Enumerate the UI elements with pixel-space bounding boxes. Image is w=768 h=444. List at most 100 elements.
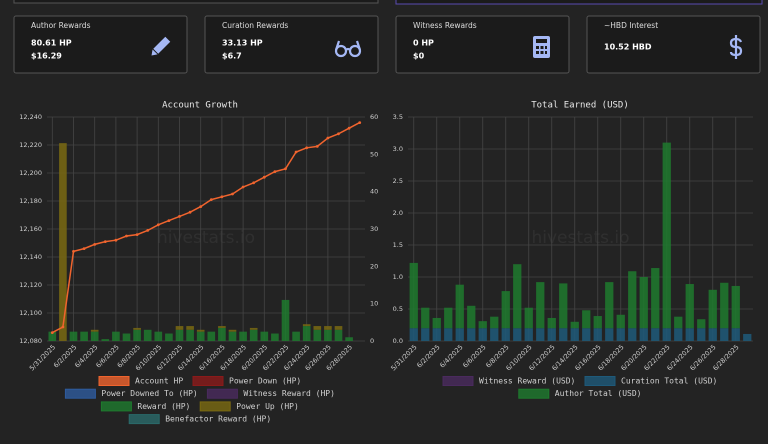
point (209, 198, 213, 202)
bar (708, 289, 717, 329)
bar (651, 268, 660, 329)
bar (513, 264, 522, 329)
bar (674, 328, 683, 341)
bar (345, 337, 353, 341)
pencil-icon (151, 36, 171, 56)
bar (218, 327, 226, 341)
bar (685, 284, 694, 329)
point (146, 229, 150, 232)
legend-label: Author Total (USD) (555, 389, 642, 398)
bar (228, 331, 237, 341)
point (61, 325, 65, 329)
bar (685, 328, 694, 341)
legend-label: Power Up (HP) (236, 402, 299, 411)
point (315, 145, 319, 148)
card-title: Witness Rewards (413, 21, 477, 30)
bar (260, 331, 269, 341)
card-value: $16.29 (31, 52, 62, 61)
bar (122, 333, 131, 341)
bar (90, 331, 99, 341)
point (252, 181, 256, 185)
card-value: $6.7 (222, 52, 242, 61)
card-title: Curation Rewards (222, 21, 288, 30)
bar (186, 326, 194, 330)
y-tick-label: 12,140 (19, 253, 42, 261)
point (284, 167, 287, 171)
bar (334, 326, 343, 330)
bar (674, 316, 683, 329)
point (188, 210, 192, 214)
glasses-icon (334, 40, 362, 58)
y-tick-label: 1.5 (393, 241, 403, 249)
y-tick-label: 0.5 (393, 305, 403, 313)
bar (409, 262, 418, 329)
bar (432, 328, 441, 341)
card (13, 15, 188, 74)
bar (313, 326, 322, 330)
point (347, 126, 351, 130)
point (294, 150, 298, 154)
bar (324, 329, 332, 341)
calculator-icon (533, 36, 550, 58)
bar (432, 317, 441, 329)
bar (409, 328, 418, 341)
bar (478, 321, 487, 329)
bar (292, 331, 300, 341)
legend-swatch (584, 376, 616, 386)
bar (490, 316, 499, 329)
card (395, 15, 570, 74)
y-tick-label: 1.0 (393, 273, 403, 281)
bar (708, 328, 717, 341)
bar (228, 329, 237, 332)
bar (536, 328, 545, 341)
dollar-icon (729, 35, 743, 59)
legend-label: Benefactor Reward (HP) (165, 415, 271, 424)
y-tick-label: 12,240 (19, 113, 42, 121)
bar (69, 331, 78, 341)
point (125, 234, 128, 238)
bar (334, 329, 343, 341)
bar (651, 328, 660, 341)
bar (48, 331, 57, 341)
y-tick-label: 3.5 (393, 113, 403, 121)
legend-label: Reward (HP) (137, 402, 190, 411)
bar (218, 326, 226, 328)
bar (536, 282, 545, 329)
bar (165, 333, 173, 341)
bar (133, 327, 141, 330)
bar (444, 307, 453, 329)
bar (662, 328, 671, 341)
bar (605, 282, 614, 329)
point (241, 185, 245, 189)
bar (143, 329, 152, 341)
point (199, 205, 203, 209)
y-tick-label: 12,180 (19, 197, 42, 205)
chart-title: Account Growth (162, 101, 238, 111)
legend-label: Power Down (HP) (229, 377, 301, 386)
point (82, 247, 86, 251)
bar (513, 328, 522, 341)
y-tick-label: 3.0 (393, 145, 403, 153)
card-value: 10.52 HBD (604, 43, 652, 52)
point (93, 243, 97, 246)
legend-swatch (100, 401, 132, 412)
bar (628, 271, 637, 329)
bar (628, 328, 637, 341)
bar (524, 328, 533, 341)
bar (207, 331, 216, 341)
bar (593, 316, 602, 329)
bar (455, 328, 464, 341)
point (103, 240, 107, 244)
y-tick-label: 12,220 (19, 141, 42, 149)
bar (501, 328, 510, 341)
y-tick-label: 12,160 (19, 225, 42, 233)
bar (239, 331, 247, 341)
bar (281, 299, 290, 341)
bar (302, 326, 311, 341)
bar (467, 328, 476, 341)
bar (154, 331, 163, 341)
bar (467, 305, 476, 329)
bar (547, 317, 556, 329)
y-tick-label: 12,120 (19, 281, 42, 289)
